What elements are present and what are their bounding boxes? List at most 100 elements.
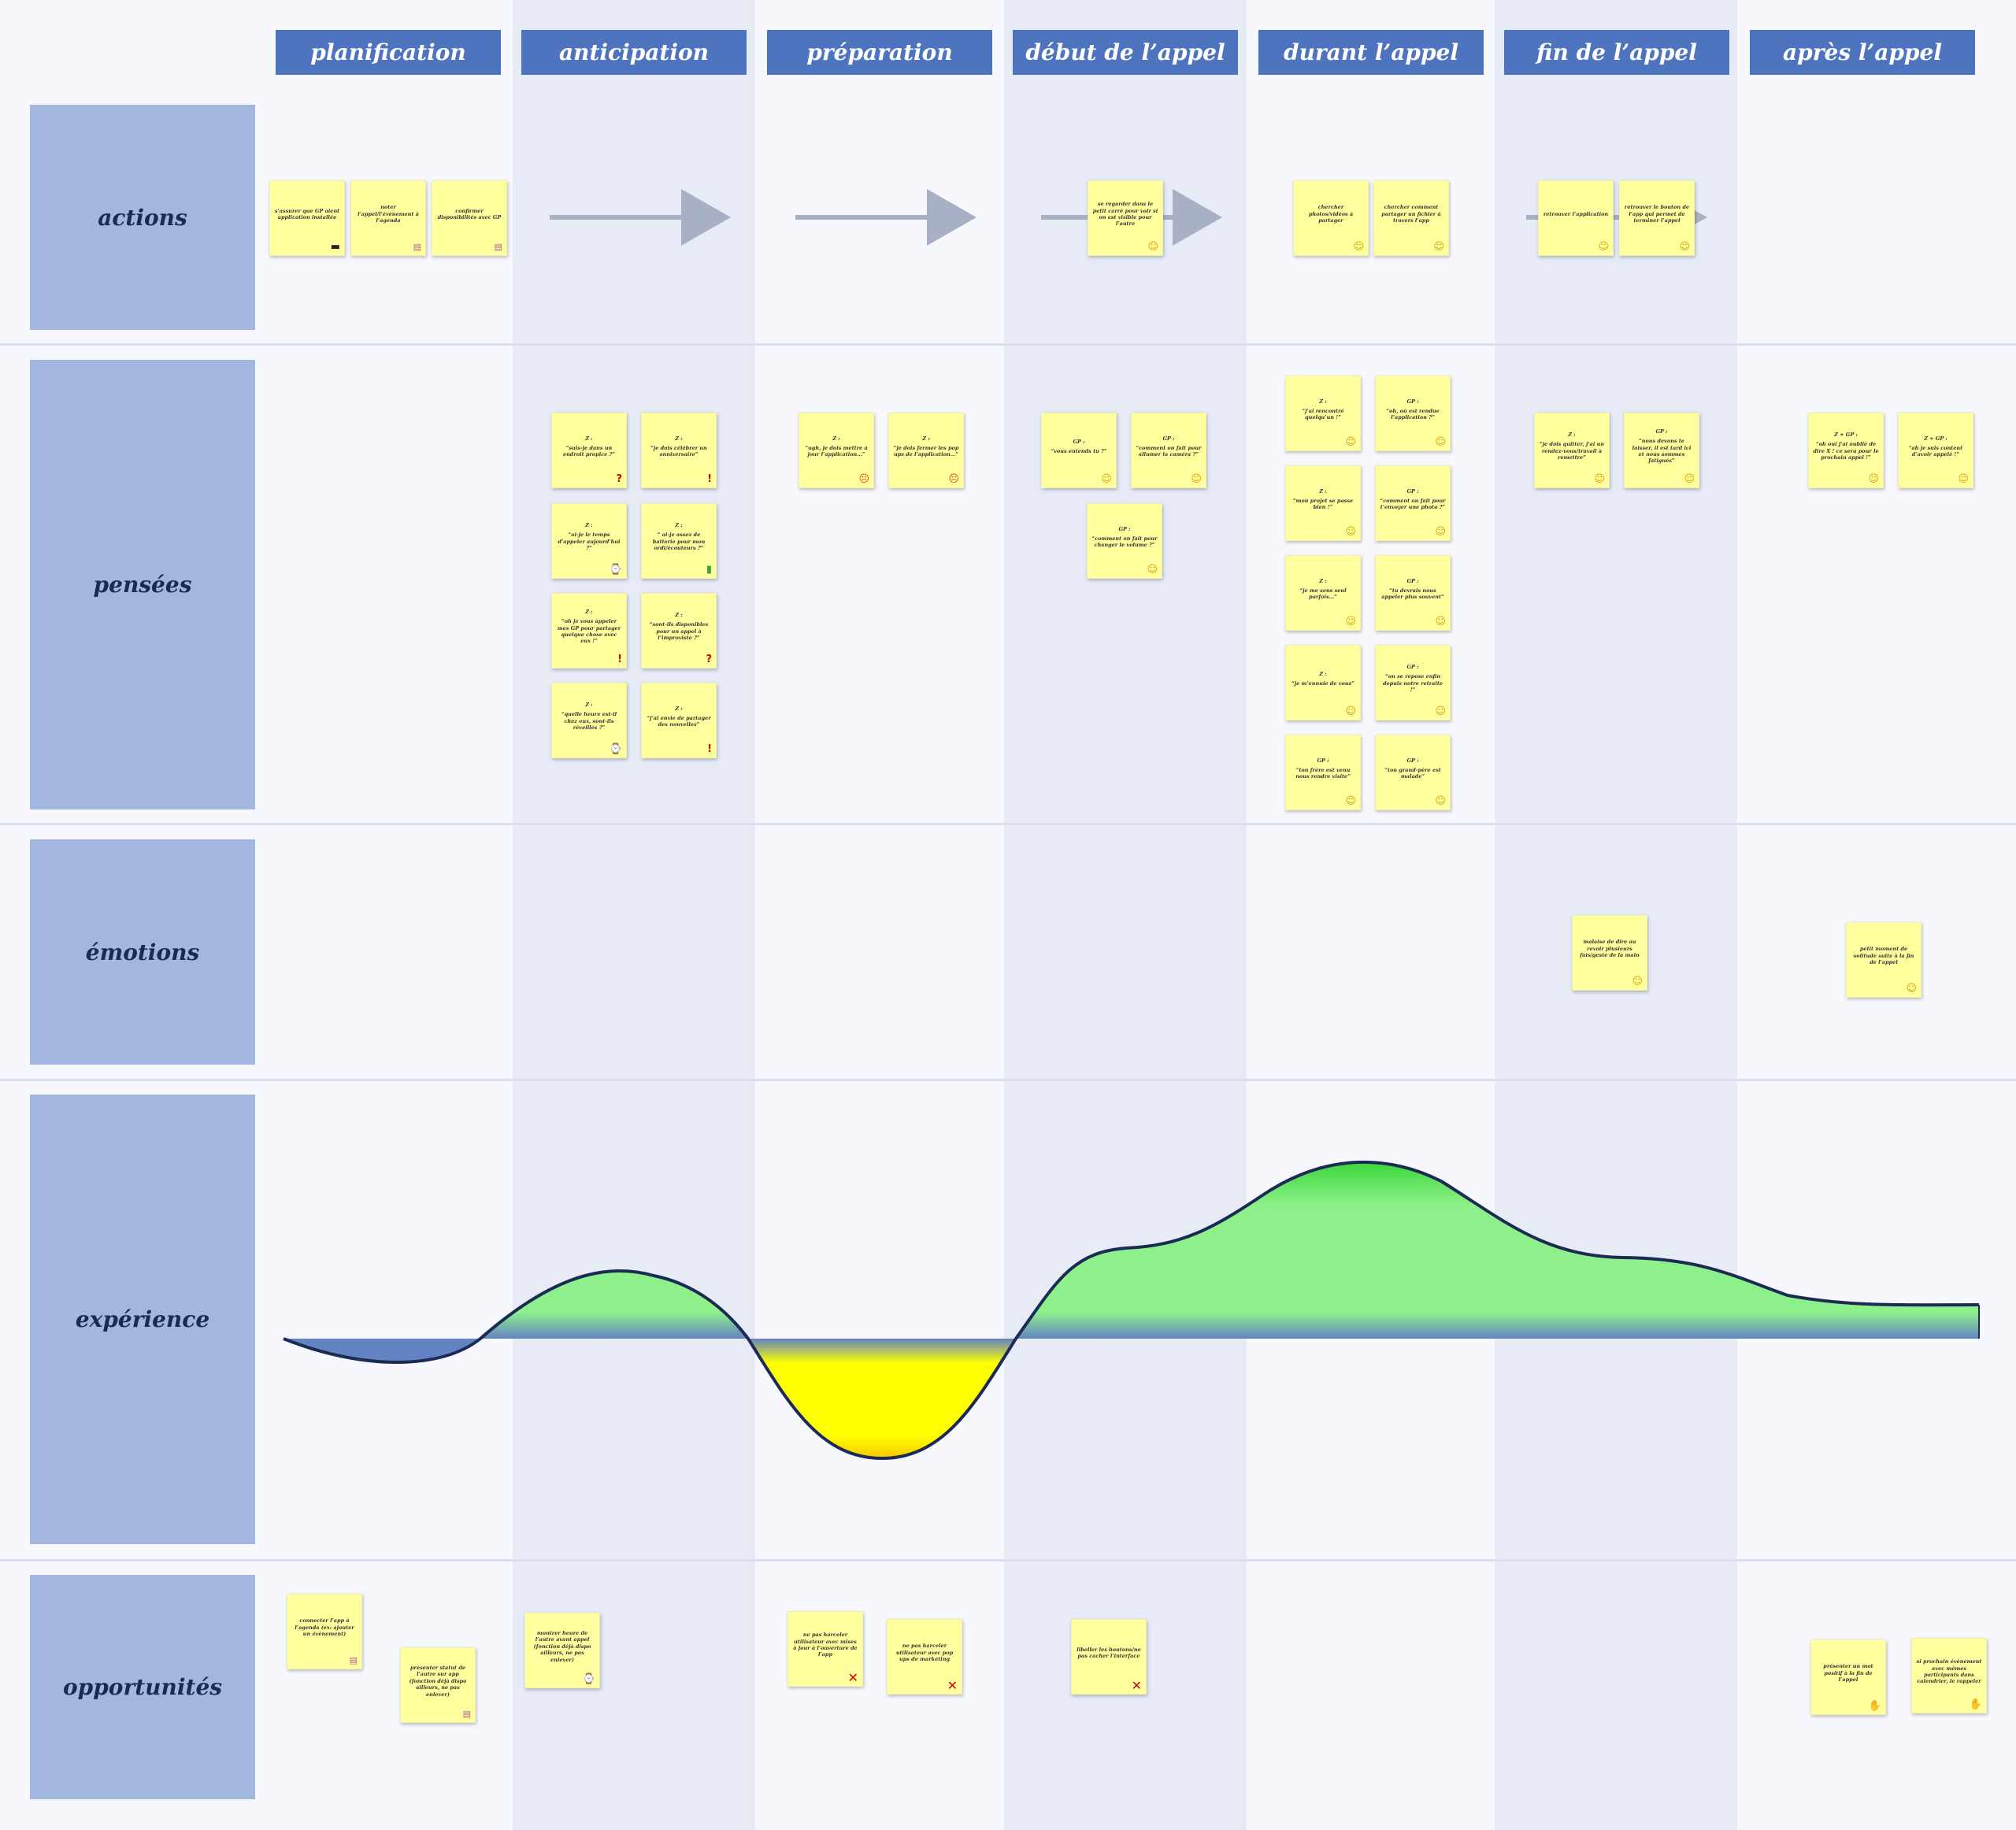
sticky-note-actions[interactable]: se regarder dans le petit carré pour voi… xyxy=(1088,180,1163,256)
sticky-note-author: Z : xyxy=(675,705,683,712)
sticky-note-opportunites[interactable]: connecter l’app à l’agenda (ex: ajouter … xyxy=(287,1594,362,1669)
sticky-note-opportunites[interactable]: présenter statut de l’autre sur app (fon… xyxy=(400,1647,476,1723)
column-header-fin-appel: fin de l’appel xyxy=(1504,30,1729,75)
sticky-note-text: ne pas harceler utilisateur avec pop ups… xyxy=(895,1643,954,1663)
row-label-pensees: pensées xyxy=(30,360,255,809)
smile-icon: ☺ xyxy=(1594,473,1605,485)
flow-arrow-head xyxy=(681,189,731,246)
sticky-note-pensees[interactable]: Z + GP : “oh oui j’ai oublié de dire X ! … xyxy=(1808,413,1884,488)
sticky-note-text: “je me sens seul parfois…” xyxy=(1299,587,1347,600)
sticky-note-actions[interactable]: chercher comment partager un fichier à t… xyxy=(1373,180,1449,256)
sticky-note-text: “comment on fait pour changer le volume … xyxy=(1091,535,1158,548)
sticky-note-pensees[interactable]: Z : “ ai-je assez de batterie pour mon or… xyxy=(641,503,717,579)
sticky-note-pensees[interactable]: Z : “je dois célébrer un anniversaire”! xyxy=(641,413,717,488)
column-header-debut-appel: début de l’appel xyxy=(1013,30,1238,75)
sticky-note-pensees[interactable]: Z : “je m’ennuie de vous” ☺ xyxy=(1285,645,1361,721)
sticky-note-opportunites[interactable]: présenter un mot positif à la fin de l’a… xyxy=(1810,1639,1886,1715)
sticky-note-opportunites[interactable]: libeller les boutons/ne pas cacher l’int… xyxy=(1071,1619,1147,1695)
smile-icon: ☺ xyxy=(1435,706,1446,717)
sticky-note-pensees[interactable]: Z : “suis-je dans un endroit propice ?”? xyxy=(551,413,627,488)
sticky-note-pensees[interactable]: Z : “je me sens seul parfois…” ☺ xyxy=(1285,555,1361,631)
cal-icon: ▤ xyxy=(413,242,421,252)
sticky-note-pensees[interactable]: GP : “tu devrais nous appeler plus souven… xyxy=(1375,555,1451,631)
column-band xyxy=(1004,0,1247,1830)
column-band xyxy=(513,0,755,1830)
row-label-opportunites: opportunités xyxy=(30,1575,255,1799)
sticky-note-pensees[interactable]: GP : “comment on fait pour t’envoyer une … xyxy=(1375,465,1451,541)
sticky-note-actions[interactable]: s’assurer que GP aient application insta… xyxy=(269,180,345,256)
sticky-note-text: “nous devons te laisser, il est tard ici… xyxy=(1632,438,1692,465)
cross-icon: ✕ xyxy=(947,1678,958,1693)
sticky-note-text: chercher comment partager un fichier à t… xyxy=(1381,204,1441,224)
sticky-note-actions[interactable]: noter l’appel/l’évènement à l’agenda ▤ xyxy=(350,180,426,256)
sticky-note-text: si prochain évènement avec mêmes partici… xyxy=(1916,1658,1982,1685)
sticky-note-text: “ugh, je dois mettre à jour l’applicatio… xyxy=(805,444,868,458)
sticky-note-pensees[interactable]: Z : “je dois fermer les pop ups de l’appl… xyxy=(888,413,964,488)
wry-icon: ☺ xyxy=(1345,706,1356,717)
sticky-note-pensees[interactable]: Z : “ai-je le temps d’appeler aujourd’hui… xyxy=(551,503,627,579)
sticky-note-emotions[interactable]: malaise de dire au revoir plusieurs fois… xyxy=(1572,915,1647,991)
sticky-note-pensees[interactable]: Z : “quelle heure est-il chez eux, sont-i… xyxy=(551,683,627,758)
column-header-preparation: préparation xyxy=(767,30,992,75)
sticky-note-author: Z : xyxy=(585,702,593,709)
sticky-note-pensees[interactable]: Z + GP : “ah je suis content d’avoir appe… xyxy=(1898,413,1973,488)
sticky-note-pensees[interactable]: Z : “ugh, je dois mettre à jour l’applica… xyxy=(799,413,874,488)
sticky-note-text: “je m’ennuie de vous” xyxy=(1292,680,1354,687)
sticky-note-text: retrouver le bouton de l’app qui permet … xyxy=(1624,204,1690,224)
sticky-note-text: “sont-ils disponibles pour un appel à l’… xyxy=(649,621,709,642)
sticky-note-text: “oh je vous appeler mes GP pour partager… xyxy=(557,618,621,645)
sticky-note-text: “oh, où est rendue l’application ?” xyxy=(1386,407,1440,420)
sticky-note-text: confirmer disponibilités avec GP xyxy=(437,207,502,220)
sticky-note-pensees[interactable]: GP : “oh, où est rendue l’application ?” ☺ xyxy=(1375,376,1451,451)
sticky-note-pensees[interactable]: GP : “ton frère est venu nous rendre visi… xyxy=(1285,735,1361,810)
sticky-note-pensees[interactable]: GP : “ton grand-père est malade” ☺ xyxy=(1375,735,1451,810)
sticky-note-actions[interactable]: chercher photos/vidéos à partager ☺ xyxy=(1293,180,1369,256)
smile-icon: ☺ xyxy=(1868,473,1879,485)
sticky-note-author: Z : xyxy=(1568,432,1576,439)
sticky-note-pensees[interactable]: GP : “comment on fait pour changer le vol… xyxy=(1087,503,1162,579)
sticky-note-emotions[interactable]: petit moment de solitude suite à la fin … xyxy=(1846,922,1922,998)
sticky-note-opportunites[interactable]: ne pas harceler utilisateur avec pop ups… xyxy=(887,1619,962,1695)
sticky-note-text: “quelle heure est-il chez eux, sont-ils … xyxy=(561,711,617,732)
sticky-note-author: GP : xyxy=(1118,525,1131,532)
column-header-apres-appel: après l’appel xyxy=(1750,30,1975,75)
sticky-note-actions[interactable]: retrouver l’application ☺ xyxy=(1538,180,1614,256)
angry-icon: ☹ xyxy=(858,473,869,485)
sticky-note-actions[interactable]: retrouver le bouton de l’app qui permet … xyxy=(1619,180,1695,256)
battery-icon: ▮ xyxy=(706,564,712,576)
wry-icon: ☺ xyxy=(1345,616,1356,628)
sticky-note-opportunites[interactable]: ne pas harceler utilisateur avec mises à… xyxy=(788,1611,863,1687)
sticky-note-opportunites[interactable]: si prochain évènement avec mêmes partici… xyxy=(1911,1638,1987,1713)
sticky-note-author: Z : xyxy=(1319,398,1327,405)
smile-icon: ☺ xyxy=(1435,526,1446,538)
hands-icon: ✋ xyxy=(1969,1698,1982,1710)
excl-icon: ! xyxy=(707,743,712,755)
column-header-durant-appel: durant l’appel xyxy=(1258,30,1484,75)
sticky-note-pensees[interactable]: GP : “comment on fait pour allumer la cam… xyxy=(1131,413,1206,488)
sticky-note-author: Z : xyxy=(1319,670,1327,677)
sticky-note-text: “j’ai rencontré quelqu’un !” xyxy=(1302,407,1344,420)
wry-icon: ☺ xyxy=(1632,976,1643,987)
sticky-note-text: “je dois quitter, j’ai un rendez-vous/tr… xyxy=(1539,441,1605,461)
sticky-note-pensees[interactable]: GP : “on se repose enfin depuis notre ret… xyxy=(1375,645,1451,721)
sticky-note-author: Z : xyxy=(1319,487,1327,495)
flow-arrow-head xyxy=(927,189,976,246)
sticky-note-pensees[interactable]: Z : “oh je vous appeler mes GP pour parta… xyxy=(551,593,627,669)
sticky-note-pensees[interactable]: GP : “vous entends tu ?” ☺ xyxy=(1041,413,1117,488)
sticky-note-author: Z : xyxy=(675,612,683,619)
sticky-note-pensees[interactable]: Z : “je dois quitter, j’ai un rendez-vous… xyxy=(1534,413,1610,488)
wry-icon: ☺ xyxy=(1435,795,1446,807)
sticky-note-pensees[interactable]: Z : “j’ai envie de partager des nouvelles… xyxy=(641,683,717,758)
sticky-note-author: Z : xyxy=(922,435,930,442)
sticky-note-text: noter l’appel/l’évènement à l’agenda xyxy=(358,204,419,224)
sticky-note-text: “ton frère est venu nous rendre visite” xyxy=(1295,766,1351,780)
sticky-note-text: “je dois célébrer un anniversaire” xyxy=(650,444,707,458)
sticky-note-opportunites[interactable]: montrer heure de l’autre avant appel (fo… xyxy=(524,1613,600,1688)
sticky-note-actions[interactable]: confirmer disponibilités avec GP ▤ xyxy=(432,180,507,256)
sticky-note-pensees[interactable]: Z : “j’ai rencontré quelqu’un !” ☺ xyxy=(1285,376,1361,451)
hands-icon: ✋ xyxy=(1868,1700,1881,1712)
sticky-note-pensees[interactable]: Z : “mon projet se passe bien !” ☺ xyxy=(1285,465,1361,541)
sticky-note-pensees[interactable]: GP : “nous devons te laisser, il est tard… xyxy=(1624,413,1699,488)
sticky-note-pensees[interactable]: Z : “sont-ils disponibles pour un appel à… xyxy=(641,593,717,669)
sticky-note-author: GP : xyxy=(1406,487,1419,495)
